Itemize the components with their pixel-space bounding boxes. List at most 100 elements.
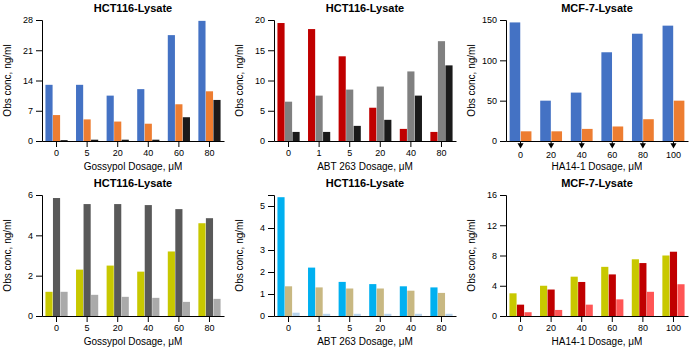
bar — [292, 313, 299, 316]
y-tick: 150 — [482, 15, 506, 25]
bar — [206, 218, 213, 316]
bar — [517, 305, 524, 316]
y-tick-mark — [36, 81, 42, 82]
y-tick-label: 8 — [492, 251, 497, 261]
bar — [555, 310, 562, 316]
x-tick: 20 — [375, 141, 385, 158]
x-tick-label: 60 — [174, 148, 184, 158]
title: HCT116-Lysate — [94, 2, 172, 14]
y-tick-mark — [36, 111, 42, 112]
x-tick: 40 — [577, 141, 587, 160]
x-tick-mark — [288, 316, 289, 322]
x-axis-title: HA14-1 Dosage, μM — [552, 161, 643, 172]
bar-series — [53, 198, 213, 316]
x-axis-line — [43, 141, 225, 142]
bar — [445, 314, 452, 316]
x-tick: 80 — [436, 141, 446, 158]
x-tick: 0 — [286, 141, 291, 158]
bar — [206, 91, 213, 141]
bar — [308, 268, 315, 316]
title: HCT116-Lysate — [326, 2, 404, 14]
bar — [45, 292, 52, 316]
x-tick-label: 0 — [54, 148, 59, 158]
bar — [609, 274, 616, 316]
y-tick-mark — [268, 81, 274, 82]
x-tick-label: 40 — [143, 323, 153, 333]
x-axis-title: Gossypol Dosage, μM — [84, 161, 183, 172]
y-tick: 2 — [260, 267, 274, 277]
x-axis: 0520406080 — [43, 316, 225, 333]
y-tick: 12 — [487, 221, 506, 231]
y-tick-label: 4 — [260, 223, 265, 233]
y-tick: 10 — [255, 76, 274, 86]
y-axis: 07142128 — [23, 15, 43, 146]
bar — [639, 263, 646, 316]
category-marker — [670, 143, 676, 148]
y-tick-label: 0 — [28, 136, 33, 146]
bar — [632, 259, 639, 316]
bar — [107, 266, 114, 316]
x-axis-line — [275, 141, 457, 142]
bar — [613, 126, 624, 141]
y-tick: 3 — [260, 245, 274, 255]
panel: 071421280520406080HCT116-LysateGossypol … — [2, 2, 225, 172]
y-axis-line — [268, 21, 275, 142]
x-tick-mark — [178, 316, 179, 322]
y-tick-mark — [268, 272, 274, 273]
x-tick-label: 0 — [518, 150, 523, 160]
y-tick-label: 15 — [255, 46, 265, 56]
y-tick: 6 — [28, 190, 42, 200]
x-tick: 5 — [85, 316, 90, 333]
x-tick: 1 — [317, 316, 322, 333]
bar — [137, 89, 144, 141]
bar — [292, 132, 299, 141]
y-tick-mark — [268, 294, 274, 295]
y-tick: 100 — [482, 56, 506, 66]
bar-series — [510, 22, 674, 141]
bar-series — [60, 100, 220, 141]
y-tick-mark — [500, 195, 506, 196]
bars — [45, 198, 220, 316]
bar-series — [509, 256, 669, 317]
bar — [277, 197, 284, 316]
x-tick-label: 0 — [286, 323, 291, 333]
bar — [168, 251, 175, 316]
bar — [509, 293, 516, 316]
bar — [152, 298, 159, 316]
x-tick: 60 — [607, 141, 617, 160]
x-tick: 100 — [666, 141, 681, 160]
category-marker — [640, 143, 646, 148]
x-tick: 20 — [375, 316, 385, 333]
x-tick-label: 40 — [577, 323, 587, 333]
category-marker — [517, 143, 523, 148]
x-tick-label: 20 — [113, 323, 123, 333]
y-tick-label: 16 — [487, 190, 497, 200]
y-axis: 05101520 — [255, 15, 275, 146]
x-tick-mark — [581, 316, 582, 322]
x-axis-title: ABT 263 Dosage, μM — [317, 336, 413, 347]
category-marker — [609, 143, 615, 148]
bar — [53, 115, 60, 141]
y-tick-label: 5 — [260, 201, 265, 211]
bar — [145, 124, 152, 141]
x-tick: 40 — [143, 316, 153, 333]
x-tick-label: 60 — [607, 150, 617, 160]
x-tick-label: 0 — [54, 323, 59, 333]
bar — [213, 100, 220, 141]
y-axis-line — [268, 196, 275, 317]
bar — [175, 209, 182, 316]
bar — [571, 277, 578, 316]
x-tick: 0 — [286, 316, 291, 333]
x-tick-mark — [612, 316, 613, 322]
x-tick-mark — [380, 316, 381, 322]
y-tick-label: 2 — [260, 267, 265, 277]
title: HCT116-Lysate — [94, 177, 172, 189]
y-tick: 16 — [487, 190, 506, 200]
y-tick-label: 0 — [492, 311, 497, 321]
x-axis: 015204080 — [275, 141, 457, 158]
x-tick-label: 60 — [174, 323, 184, 333]
x-tick-mark — [117, 141, 118, 147]
x-tick-mark — [380, 141, 381, 147]
bar — [145, 205, 152, 316]
bar — [571, 93, 582, 141]
